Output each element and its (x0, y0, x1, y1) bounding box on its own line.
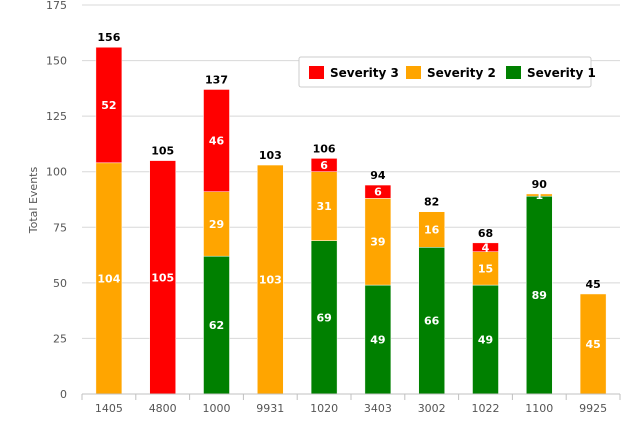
x-axis: 1405 4800 1000 9931 1020 3403 3002 1022 1100 9925 (81, 393, 621, 415)
bar-segment[interactable] (526, 195, 553, 395)
x-tick-label: 1022 (472, 402, 500, 415)
x-tick-label: 3403 (364, 402, 392, 415)
segment-data-label: 46 (209, 135, 225, 148)
bar-segment[interactable] (257, 164, 284, 395)
legend-swatch (506, 66, 521, 79)
bar-segment[interactable] (364, 184, 392, 199)
segment-data-label: 89 (532, 289, 547, 302)
segment-data-label: 66 (424, 315, 440, 328)
segment-data-label: 4 (482, 241, 490, 254)
segment-data-label: 104 (97, 272, 120, 285)
bar-total-label: 156 (97, 31, 120, 44)
bar-segment[interactable] (203, 191, 230, 257)
legend-label: Severity 3 (330, 66, 399, 80)
legend-item[interactable]: Severity 2 (406, 66, 496, 80)
legend-label: Severity 1 (527, 66, 596, 80)
bar-layer: 1045215610510562294613710310369316106493… (95, 31, 607, 395)
y-tick-label: 50 (53, 277, 67, 290)
segment-data-label: 69 (316, 311, 331, 324)
segment-data-label: 31 (316, 200, 331, 213)
segment-data-label: 16 (424, 224, 440, 237)
x-tick-label: 1100 (525, 402, 553, 415)
x-tick-label: 1000 (203, 402, 231, 415)
bar-segment[interactable] (149, 160, 176, 395)
y-axis-ticks: 0 25 50 75 100 125 150 175 (46, 0, 67, 401)
bar-total-label: 105 (151, 145, 174, 158)
x-tick-label: 9931 (256, 402, 284, 415)
y-tick-label: 175 (46, 0, 67, 12)
bar-segment[interactable] (418, 211, 445, 248)
segment-data-label: 39 (370, 236, 385, 249)
bar-segment[interactable] (310, 158, 338, 172)
y-tick-label: 75 (53, 221, 67, 234)
bar-total-label: 82 (424, 196, 439, 209)
x-tick-label: 4800 (149, 402, 177, 415)
bar-total-label: 68 (478, 227, 493, 240)
legend-swatch (309, 66, 324, 79)
segment-data-label: 6 (374, 186, 382, 199)
segment-data-label: 6 (320, 159, 328, 172)
legend-swatch (406, 66, 421, 79)
x-tick-label: 9925 (579, 402, 607, 415)
bar-segment[interactable] (472, 284, 499, 395)
bar-total-label: 90 (532, 178, 548, 191)
x-tick-label: 3002 (418, 402, 446, 415)
segment-data-label: 105 (151, 271, 174, 284)
bar-segment[interactable] (310, 171, 338, 241)
y-tick-label: 0 (60, 388, 67, 401)
segment-data-label: 45 (585, 338, 600, 351)
bar-segment[interactable] (310, 240, 338, 395)
bar-total-label: 94 (370, 169, 386, 182)
x-tick-label: 1405 (95, 402, 123, 415)
y-tick-label: 25 (53, 332, 67, 345)
x-tick-label: 1020 (310, 402, 338, 415)
segment-data-label: 49 (478, 334, 493, 347)
segment-data-label: 103 (259, 274, 282, 287)
bar-segment[interactable] (95, 162, 123, 395)
y-axis-title: Total Events (27, 167, 40, 235)
bar-segment[interactable] (203, 89, 230, 192)
y-tick-label: 100 (46, 166, 67, 179)
bar-segment[interactable] (472, 251, 499, 286)
bar-total-label: 137 (205, 73, 228, 86)
bar-total-label: 45 (585, 278, 600, 291)
legend-item[interactable]: Severity 3 (309, 66, 399, 80)
segment-data-label: 62 (209, 319, 224, 332)
legend-label: Severity 2 (427, 66, 496, 80)
legend-item[interactable]: Severity 1 (506, 66, 596, 80)
bar-total-label: 106 (313, 142, 336, 155)
segment-data-label: 15 (478, 262, 493, 275)
segment-data-label: 52 (101, 99, 116, 112)
bar-segment[interactable] (364, 284, 392, 395)
segment-data-label: 49 (370, 334, 385, 347)
bar-segment[interactable] (95, 46, 123, 164)
bar-segment[interactable] (472, 242, 499, 252)
legend-box (298, 56, 592, 88)
y-tick-label: 125 (46, 110, 67, 123)
legend[interactable]: Severity 3 Severity 2 Severity 1 (298, 56, 596, 88)
bar-total-label: 103 (259, 149, 282, 162)
bar-segment[interactable] (526, 193, 553, 197)
segment-data-label: 29 (209, 218, 224, 231)
segment-data-label: 1 (535, 189, 543, 202)
y-tick-label: 150 (46, 55, 67, 68)
